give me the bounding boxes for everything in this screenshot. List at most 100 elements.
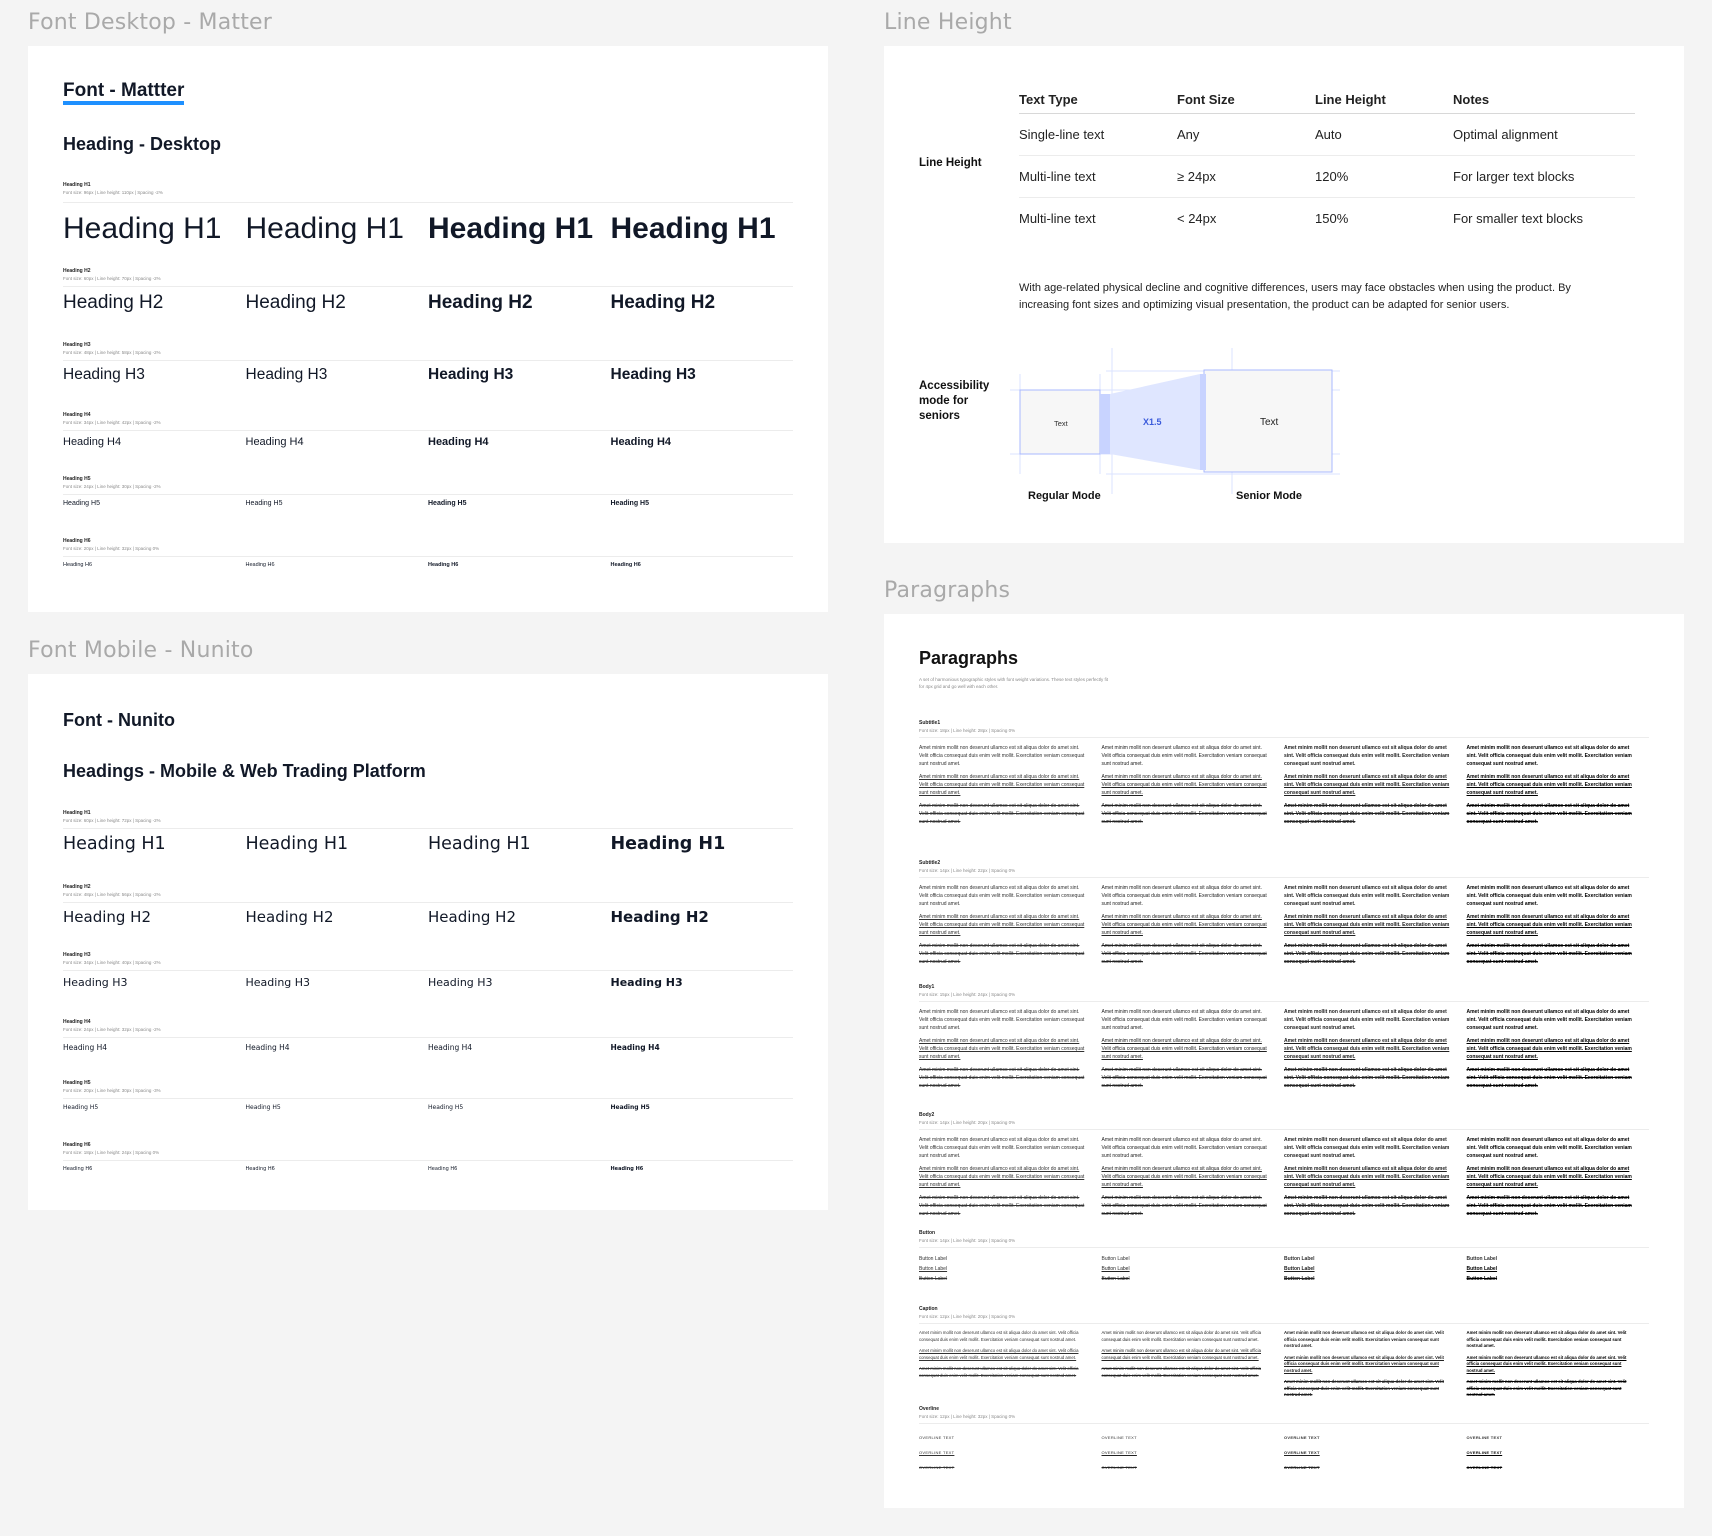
spec-rule [63,1037,793,1038]
desktop-section-title: Heading - Desktop [63,134,222,154]
overline-text: OVERLINE TEXT [919,1465,955,1470]
group-label: Subtitle1 [919,720,941,726]
desktop-spec-4: Heading H4 Font size: 34px | Line height:… [63,412,793,431]
heading-sample: Heading H1 [428,834,531,854]
spec-rule [63,494,793,495]
spec-label: Heading H5 [63,476,91,482]
paragraph-sample: Amet minim mollit non deserunt ullamco e… [1101,745,1267,767]
paragraph-sample: Amet minim mollit non deserunt ullamco e… [1101,1348,1261,1360]
paragraph-sample: Amet minim mollit non deserunt ullamco e… [1466,1067,1632,1089]
heading-sample: Heading H4 [63,1043,108,1052]
frame-title-paragraphs: Paragraphs [884,578,1011,603]
paragraph-column: Button Label Button Label Button Label [1467,1254,1650,1284]
mobile-spec-4: Heading H4 Font size: 24px | Line height:… [63,1019,793,1038]
table-cell: ≥ 24px [1177,155,1315,198]
desktop-spec-5: Heading H5 Font size: 24px | Line height:… [63,476,793,495]
overline-text: OVERLINE TEXT [919,1450,955,1455]
paragraph-sample: Amet minim mollit non deserunt ullamco e… [1284,1379,1444,1397]
spec-meta: Font size: 18px | Line height: 24px | Sp… [63,1150,160,1155]
heading-sample: Heading H1 [428,212,594,245]
paragraphs-card: Paragraphs A set of harmonious typograph… [884,614,1684,1508]
heading-sample: Heading H2 [245,292,346,313]
paragraph-sample: Amet minim mollit non deserunt ullamco e… [919,1195,1085,1217]
paragraph-sample: Amet minim mollit non deserunt ullamco e… [1284,1195,1450,1217]
spec-meta: Font size: 24px | Line height: 30px | Sp… [63,484,161,489]
mobile-sample-row-6: Heading H6 Heading H6 Heading H6 Heading H6 [63,1166,793,1172]
paragraph-sample: Amet minim mollit non deserunt ullamco e… [919,745,1085,767]
senior-box-text: Text [1260,417,1279,428]
paragraph-sample: Amet minim mollit non deserunt ullamco e… [919,943,1085,965]
paragraph-column: Amet minim mollit non deserunt ullamco e… [1102,1136,1285,1223]
group-rule [919,1423,1649,1424]
mobile-sample-row-5: Heading H5 Heading H5 Heading H5 Heading H5 [63,1104,793,1111]
paragraph-column: Amet minim mollit non deserunt ullamco e… [919,1330,1102,1404]
heading-sample: Heading H4 [63,436,122,448]
button-label: Button Label [1466,1256,1498,1262]
paragraph-column: Amet minim mollit non deserunt ullamco e… [1467,1008,1650,1095]
senior-mode-caption: Senior Mode [1236,490,1303,502]
paragraph-sample: Amet minim mollit non deserunt ullamco e… [1101,1366,1261,1378]
group-rule [919,1323,1649,1324]
spec-meta: Font size: 24px | Line height: 32px | Sp… [63,1027,161,1032]
spec-rule [63,902,793,903]
frame-title-desktop: Font Desktop - Matter [28,10,273,35]
paragraph-sample: Amet minim mollit non deserunt ullamco e… [1466,1166,1632,1188]
heading-sample: Heading H4 [245,436,304,448]
spec-rule [63,202,793,203]
paragraph-column: Amet minim mollit non deserunt ullamco e… [1467,884,1650,971]
accessibility-label: Accessibility mode for seniors [919,380,990,422]
paragraph-column: Amet minim mollit non deserunt ullamco e… [1102,1330,1285,1404]
table-cell: 120% [1315,155,1453,198]
paragraph-sample: Amet minim mollit non deserunt ullamco e… [919,774,1085,796]
button-label: Button Label [1466,1266,1498,1272]
column-header: Line Height [1315,82,1453,114]
group-label: Body1 [919,984,935,990]
spec-label: Heading H6 [63,1142,91,1148]
overline-text: OVERLINE TEXT [1466,1450,1503,1455]
heading-sample: Heading H6 [245,562,275,568]
heading-sample: Heading H3 [63,976,128,989]
group-meta: Font size: 14px | Line height: 20px | Sp… [919,1120,1016,1125]
spec-label: Heading H4 [63,412,91,418]
spec-label: Heading H2 [63,884,91,890]
table-header-row: Text Type Font Size Line Height Notes [1019,82,1635,114]
table-cell: Multi-line text [1019,211,1096,226]
heading-sample: Heading H4 [610,436,672,448]
table-cell: For smaller text blocks [1453,211,1584,226]
table-cell: 150% [1315,211,1349,226]
paragraph-sample: Amet minim mollit non deserunt ullamco e… [1101,1195,1267,1217]
heading-sample: Heading H5 [610,1104,650,1111]
group-meta: Font size: 18px | Line height: 28px | Sp… [919,728,1016,733]
button-label: Button Label [1101,1256,1130,1262]
spec-meta: Font size: 34px | Line height: 40px | Sp… [63,960,161,965]
frame-title-line-height: Line Height [884,10,1012,35]
group-label: Caption [919,1306,938,1312]
table-cell: Multi-line text [1019,155,1177,198]
paragraph-sample: Amet minim mollit non deserunt ullamco e… [1284,774,1450,796]
regular-mode-spacer [1100,394,1110,454]
button-label: Button Label [1284,1266,1315,1272]
paragraph-sample: Amet minim mollit non deserunt ullamco e… [919,1067,1085,1089]
table-row: Multi-line text ≥ 24px 120% For larger t… [1019,155,1635,198]
spec-label: Heading H1 [63,182,91,188]
paragraph-sample: Amet minim mollit non deserunt ullamco e… [919,885,1085,907]
line-height-paragraph: With age-related physical decline and co… [1019,282,1571,311]
paragraph-sample: Amet minim mollit non deserunt ullamco e… [1101,885,1267,907]
button-label: Button Label [919,1256,948,1262]
heading-sample: Heading H2 [245,908,334,926]
paragraph-column: Amet minim mollit non deserunt ullamco e… [919,744,1102,831]
heading-sample: Heading H6 [610,1166,644,1172]
paragraph-sample: Amet minim mollit non deserunt ullamco e… [919,1038,1085,1060]
desktop-sample-row-1: Heading H1 Heading H1 Heading H1 Heading H1 [63,212,793,246]
desktop-sample-row-4: Heading H4 Heading H4 Heading H4 Heading H4 [63,436,793,448]
paragraph-sample: Amet minim mollit non deserunt ullamco e… [1466,1379,1627,1397]
heading-sample: Heading H2 [428,908,517,926]
button-label: Button Label [919,1266,948,1272]
heading-sample: Heading H4 [428,436,489,448]
column-header: Text Type [1019,82,1177,114]
group-rule [919,1129,1649,1130]
desktop-spec-3: Heading H3 Font size: 48px | Line height:… [63,342,793,361]
desktop-spec-2: Heading H2 Font size: 60px | Line height:… [63,268,793,287]
heading-sample: Heading H3 [610,366,696,383]
paragraph-column: Amet minim mollit non deserunt ullamco e… [1102,884,1285,971]
